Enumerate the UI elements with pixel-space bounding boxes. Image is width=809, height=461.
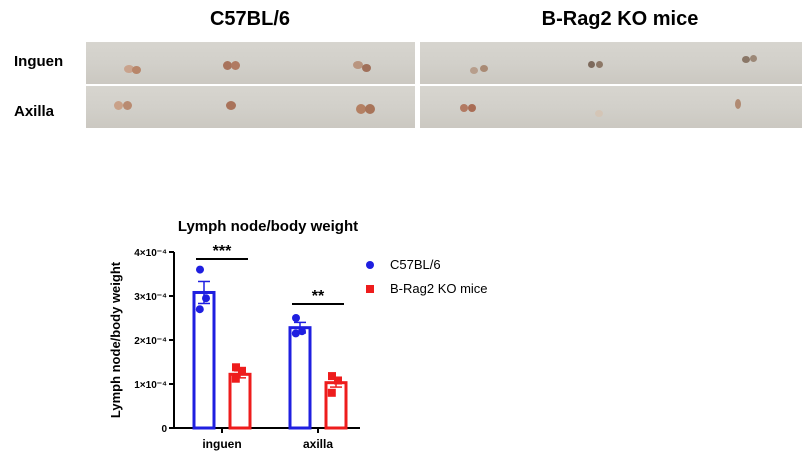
lymph-node <box>132 66 141 74</box>
lymph-node <box>114 101 123 110</box>
lymph-node <box>750 55 757 62</box>
lymph-node <box>231 61 240 70</box>
lymph-node <box>470 67 478 74</box>
lymph-node <box>226 101 236 110</box>
photo-c57bl6-axilla <box>86 86 415 128</box>
data-point-square <box>238 366 246 375</box>
photo-rag2ko-axilla <box>420 86 802 128</box>
data-point-circle <box>195 305 204 314</box>
y-tick-label: 2×10⁻⁴ <box>134 336 167 347</box>
data-point-circle <box>291 329 300 338</box>
lymph-node <box>353 61 363 69</box>
lymph-node <box>595 110 603 117</box>
lymph-node <box>123 101 132 110</box>
lymph-node <box>460 104 468 112</box>
lymph-node <box>356 104 366 114</box>
row-label-inguen: Inguen <box>14 53 64 70</box>
lymph-node-bar-chart: Lymph node/body weight Lymph node/body w… <box>108 218 488 451</box>
significance-stars: ** <box>312 288 325 305</box>
bar-circle-axilla <box>288 326 312 430</box>
lymph-node <box>362 64 371 72</box>
data-point-square <box>232 363 240 372</box>
photo-c57bl6-inguen <box>86 42 415 84</box>
data-point-circle <box>202 294 210 303</box>
lymph-node <box>596 61 603 68</box>
significance-stars: *** <box>213 243 232 260</box>
data-point-circle <box>196 265 204 274</box>
lymph-node <box>365 104 375 114</box>
x-tick-label: inguen <box>202 437 241 451</box>
legend-label: B-Rag2 KO mice <box>390 281 488 296</box>
lymph-node <box>735 99 741 109</box>
photo-rag2ko-inguen <box>420 42 802 84</box>
lymph-node <box>742 56 750 63</box>
data-point-square <box>334 376 342 385</box>
x-tick-label: axilla <box>303 437 333 451</box>
y-tick-label: 1×10⁻⁴ <box>134 380 167 391</box>
legend-label: C57BL/6 <box>390 257 441 272</box>
data-point-circle <box>298 327 306 336</box>
data-point-square <box>328 372 336 381</box>
data-point-square <box>231 374 240 383</box>
legend-marker-circle <box>366 261 374 269</box>
lymph-node <box>124 65 134 73</box>
y-tick-label: 0 <box>161 424 167 435</box>
row-label-axilla: Axilla <box>14 103 55 120</box>
lymph-node <box>468 104 476 112</box>
chart-title: Lymph node/body weight <box>178 218 358 235</box>
data-point-square <box>327 388 336 397</box>
y-tick-label: 3×10⁻⁴ <box>134 292 167 303</box>
data-point-circle <box>292 314 300 322</box>
column-header-rag2-ko: B-Rag2 KO mice <box>541 8 699 30</box>
y-tick-label: 4×10⁻⁴ <box>134 248 167 259</box>
y-axis-label: Lymph node/body weight <box>108 261 123 418</box>
lymph-node <box>480 65 488 72</box>
legend-marker-square <box>366 285 374 293</box>
lymph-node <box>588 61 595 68</box>
lymph-node <box>223 61 232 70</box>
column-header-c57bl6: C57BL/6 <box>209 8 291 30</box>
bar-circle-inguen <box>192 290 216 430</box>
